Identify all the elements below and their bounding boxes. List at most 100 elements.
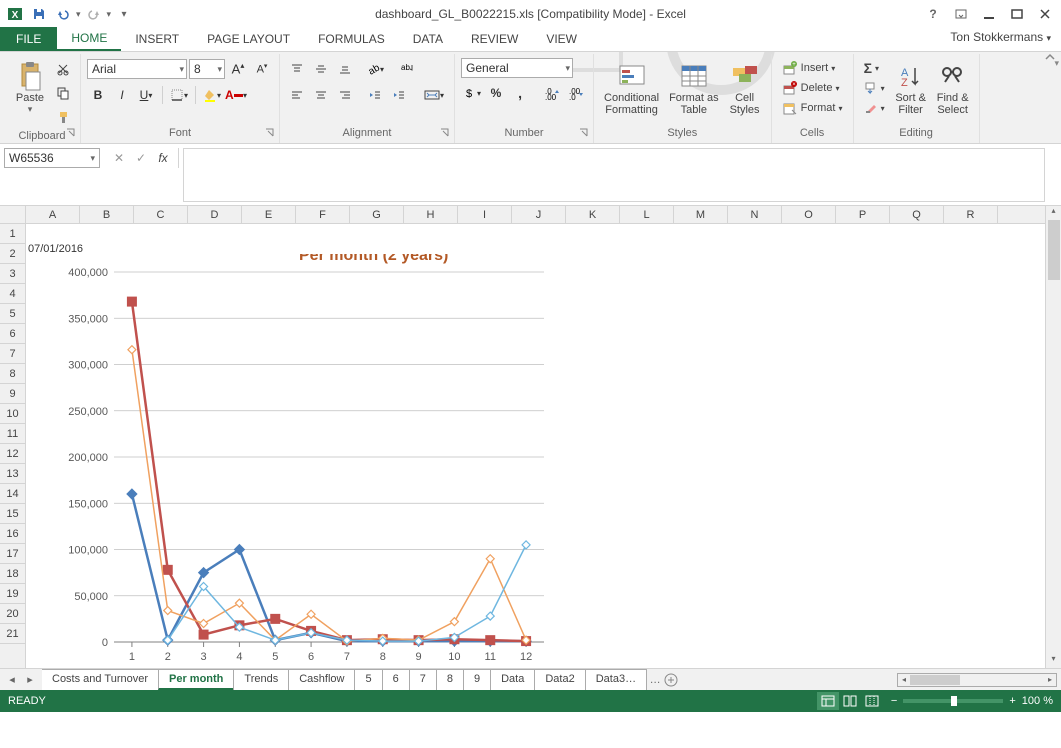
- copy-button[interactable]: [52, 82, 74, 104]
- horizontal-scrollbar[interactable]: ◂ ▸: [897, 673, 1057, 687]
- wrap-text-button[interactable]: ab: [396, 58, 420, 80]
- ribbon-options-icon[interactable]: [949, 4, 973, 24]
- conditional-formatting-button[interactable]: Conditional Formatting: [600, 58, 663, 118]
- format-as-table-button[interactable]: Format as Table: [665, 58, 723, 118]
- col-header-P[interactable]: P: [836, 206, 890, 223]
- save-icon[interactable]: [28, 3, 50, 25]
- col-header-E[interactable]: E: [242, 206, 296, 223]
- increase-decimal-button[interactable]: .0.00: [541, 82, 563, 104]
- row-header-16[interactable]: 16: [0, 524, 25, 544]
- select-all-corner[interactable]: [0, 206, 26, 224]
- fill-button[interactable]: ▾: [860, 78, 889, 98]
- percent-format-button[interactable]: %: [485, 82, 507, 104]
- formula-input[interactable]: [183, 148, 1045, 202]
- user-menu[interactable]: Ton Stokkermans ▾: [950, 30, 1051, 44]
- col-header-G[interactable]: G: [350, 206, 404, 223]
- row-header-1[interactable]: 1: [0, 224, 25, 244]
- row-header-4[interactable]: 4: [0, 284, 25, 304]
- merge-center-button[interactable]: ▾: [420, 84, 448, 106]
- paste-button[interactable]: Paste ▾: [10, 58, 50, 117]
- decrease-indent-button[interactable]: [364, 84, 386, 106]
- delete-cells-button[interactable]: × Delete ▾: [778, 78, 847, 98]
- bold-button[interactable]: B: [87, 84, 109, 106]
- col-header-N[interactable]: N: [728, 206, 782, 223]
- row-header-8[interactable]: 8: [0, 364, 25, 384]
- row-header-12[interactable]: 12: [0, 444, 25, 464]
- comma-format-button[interactable]: ,: [509, 82, 531, 104]
- tab-insert[interactable]: INSERT: [121, 27, 193, 51]
- accounting-format-button[interactable]: $▾: [461, 82, 483, 104]
- col-header-O[interactable]: O: [782, 206, 836, 223]
- row-header-3[interactable]: 3: [0, 264, 25, 284]
- align-top-button[interactable]: [286, 58, 308, 80]
- page-break-view-button[interactable]: [861, 692, 883, 710]
- alignment-dialog-launcher[interactable]: [440, 127, 452, 139]
- sort-filter-button[interactable]: AZ Sort & Filter: [891, 58, 931, 118]
- new-sheet-button[interactable]: [663, 672, 679, 688]
- tab-home[interactable]: HOME: [57, 27, 121, 51]
- row-header-5[interactable]: 5: [0, 304, 25, 324]
- sheet-nav-prev[interactable]: ◂: [4, 672, 20, 688]
- decrease-font-button[interactable]: A▾: [251, 58, 273, 80]
- font-size-combo[interactable]: 8: [189, 59, 225, 79]
- row-header-10[interactable]: 10: [0, 404, 25, 424]
- undo-icon[interactable]: [52, 3, 74, 25]
- insert-cells-button[interactable]: + Insert ▾: [778, 58, 847, 78]
- format-cells-button[interactable]: Format ▾: [778, 98, 847, 118]
- col-header-J[interactable]: J: [512, 206, 566, 223]
- col-header-F[interactable]: F: [296, 206, 350, 223]
- format-painter-button[interactable]: [52, 106, 74, 128]
- name-box[interactable]: W65536: [4, 148, 100, 168]
- col-header-B[interactable]: B: [80, 206, 134, 223]
- col-header-M[interactable]: M: [674, 206, 728, 223]
- row-header-7[interactable]: 7: [0, 344, 25, 364]
- cell-styles-button[interactable]: Cell Styles: [725, 58, 765, 118]
- font-dialog-launcher[interactable]: [265, 127, 277, 139]
- row-header-18[interactable]: 18: [0, 564, 25, 584]
- font-color-button[interactable]: A▾: [225, 84, 247, 106]
- expand-formula-bar[interactable]: ▾: [1054, 58, 1059, 69]
- align-middle-button[interactable]: [310, 58, 332, 80]
- zoom-slider[interactable]: [903, 699, 1003, 703]
- minimize-icon[interactable]: [977, 4, 1001, 24]
- row-header-2[interactable]: 2: [0, 244, 25, 264]
- tab-review[interactable]: REVIEW: [457, 27, 532, 51]
- clipboard-dialog-launcher[interactable]: [66, 127, 78, 139]
- fill-color-button[interactable]: ▾: [201, 84, 223, 106]
- maximize-icon[interactable]: [1005, 4, 1029, 24]
- col-header-K[interactable]: K: [566, 206, 620, 223]
- qat-customize-icon[interactable]: ▾: [113, 3, 135, 25]
- tab-view[interactable]: VIEW: [532, 27, 591, 51]
- sheet-nav-more[interactable]: …: [647, 672, 663, 688]
- col-header-R[interactable]: R: [944, 206, 998, 223]
- excel-icon[interactable]: X: [4, 3, 26, 25]
- row-header-11[interactable]: 11: [0, 424, 25, 444]
- align-center-button[interactable]: [310, 84, 332, 106]
- zoom-in-button[interactable]: +: [1009, 695, 1015, 707]
- col-header-L[interactable]: L: [620, 206, 674, 223]
- row-header-14[interactable]: 14: [0, 484, 25, 504]
- normal-view-button[interactable]: [817, 692, 839, 710]
- font-name-combo[interactable]: Arial: [87, 59, 187, 79]
- vertical-scrollbar[interactable]: ▴ ▾: [1045, 206, 1061, 668]
- row-header-17[interactable]: 17: [0, 544, 25, 564]
- enter-formula-icon[interactable]: ✓: [132, 149, 150, 167]
- chart-per-month[interactable]: Per month (2 years)050,000100,000150,000…: [54, 254, 564, 674]
- italic-button[interactable]: I: [111, 84, 133, 106]
- row-header-21[interactable]: 21: [0, 624, 25, 644]
- decrease-decimal-button[interactable]: .00.0: [565, 82, 587, 104]
- row-header-13[interactable]: 13: [0, 464, 25, 484]
- row-header-20[interactable]: 20: [0, 604, 25, 624]
- row-header-19[interactable]: 19: [0, 584, 25, 604]
- number-format-combo[interactable]: General: [461, 58, 573, 78]
- row-headers[interactable]: 123456789101112131415161718192021: [0, 224, 26, 668]
- col-header-D[interactable]: D: [188, 206, 242, 223]
- autosum-button[interactable]: Σ ▾: [860, 58, 889, 78]
- zoom-out-button[interactable]: −: [891, 695, 897, 707]
- clear-button[interactable]: ▾: [860, 98, 889, 118]
- number-dialog-launcher[interactable]: [579, 127, 591, 139]
- underline-button[interactable]: U▾: [135, 84, 157, 106]
- col-header-C[interactable]: C: [134, 206, 188, 223]
- tab-formulas[interactable]: FORMULAS: [304, 27, 399, 51]
- sheet-nav-next[interactable]: ▸: [22, 672, 38, 688]
